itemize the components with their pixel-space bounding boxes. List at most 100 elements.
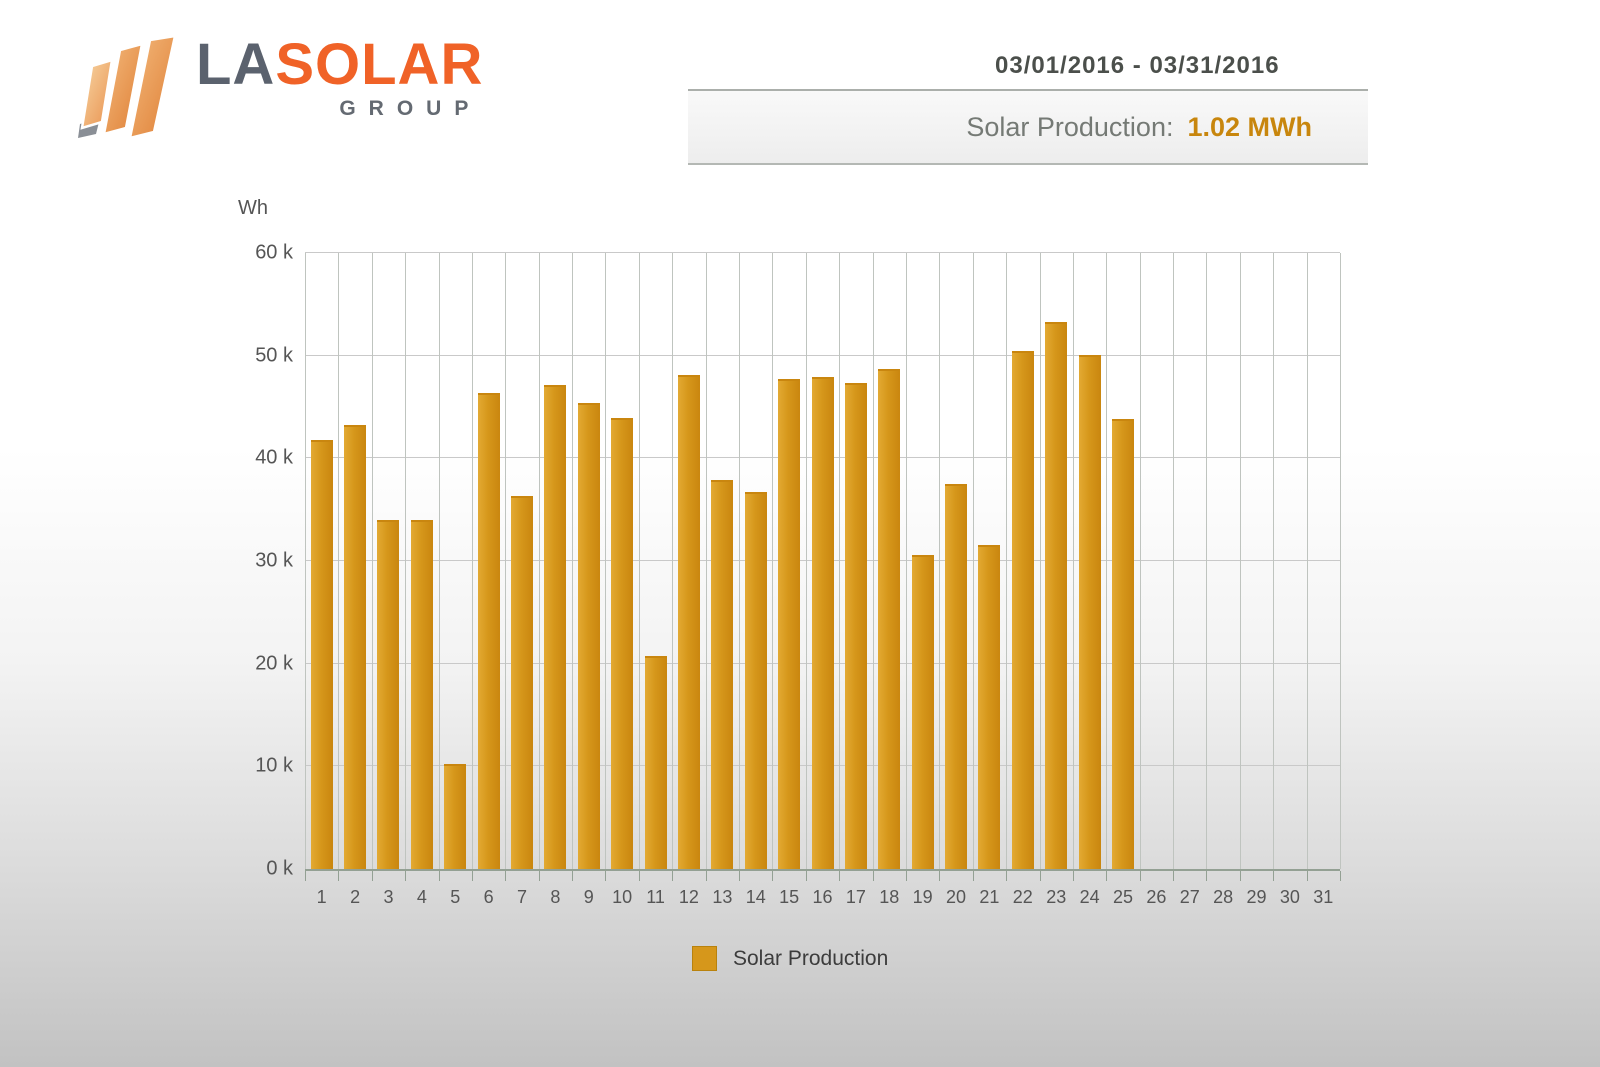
x-tick-mark xyxy=(471,871,473,881)
x-gridline xyxy=(1173,253,1175,869)
x-gridline xyxy=(1006,253,1008,869)
x-gridline xyxy=(538,253,540,869)
production-value: 1.02 MWh xyxy=(1187,111,1312,142)
logo-part-group: GROUP xyxy=(339,97,482,120)
bar-day-2[interactable] xyxy=(344,425,367,869)
x-gridline xyxy=(638,253,640,869)
bar-day-11[interactable] xyxy=(644,656,667,869)
x-gridline xyxy=(1273,253,1275,869)
x-tick-label-28: 28 xyxy=(1213,887,1234,907)
x-gridline xyxy=(572,253,574,869)
bar-day-13[interactable] xyxy=(711,479,734,869)
x-tick-mark xyxy=(438,871,440,881)
bar-day-8[interactable] xyxy=(544,385,567,869)
x-gridline xyxy=(371,253,373,869)
bar-day-15[interactable] xyxy=(778,379,801,869)
x-tick-label-12: 12 xyxy=(678,887,699,907)
x-gridline xyxy=(1139,253,1141,869)
x-gridline xyxy=(605,253,607,869)
bar-day-24[interactable] xyxy=(1078,354,1101,869)
x-tick-label-26: 26 xyxy=(1146,887,1167,907)
x-tick-mark xyxy=(1039,871,1041,881)
x-gridline xyxy=(471,253,473,869)
x-gridline xyxy=(1306,253,1308,869)
bar-day-7[interactable] xyxy=(511,496,534,869)
x-gridline xyxy=(872,253,874,869)
x-tick-label-20: 20 xyxy=(946,887,967,907)
production-label: Solar Production: xyxy=(966,111,1174,142)
x-gridline xyxy=(338,253,340,869)
x-tick-label-1: 1 xyxy=(316,887,327,907)
bar-day-23[interactable] xyxy=(1045,321,1068,869)
x-gridline xyxy=(1072,253,1074,869)
bar-day-20[interactable] xyxy=(945,484,968,869)
chart: 0 k 10 k 20 k 30 k 40 k 50 k 60 k 1 2 3 4 5 6 7 8 9 10 11… xyxy=(255,242,1341,907)
x-tick-label-24: 24 xyxy=(1079,887,1100,907)
x-tick-label-19: 19 xyxy=(912,887,933,907)
bar-day-9[interactable] xyxy=(577,402,600,869)
x-tick-label-29: 29 xyxy=(1246,887,1267,907)
bar-day-17[interactable] xyxy=(844,383,867,869)
x-gridline xyxy=(839,253,841,869)
y-axis-unit-label: Wh xyxy=(238,197,268,219)
x-tick-mark xyxy=(1072,871,1074,881)
x-tick-mark xyxy=(872,871,874,881)
bar-day-4[interactable] xyxy=(410,519,433,869)
x-tick-label-5: 5 xyxy=(450,887,461,907)
bar-day-18[interactable] xyxy=(878,369,901,869)
x-tick-label-11: 11 xyxy=(646,887,665,907)
x-tick-mark xyxy=(505,871,507,881)
bar-day-22[interactable] xyxy=(1011,350,1034,869)
bar-day-3[interactable] xyxy=(377,519,400,869)
x-tick-label-17: 17 xyxy=(845,887,866,907)
logo-wordmark: LASOLAR xyxy=(196,36,483,94)
x-tick-mark xyxy=(1106,871,1108,881)
x-tick-mark xyxy=(1306,871,1308,881)
bar-day-25[interactable] xyxy=(1111,419,1134,869)
bar-day-1[interactable] xyxy=(310,439,333,869)
y-tick-label: 30 k xyxy=(255,549,293,572)
x-tick-label-30: 30 xyxy=(1279,887,1300,907)
bar-day-14[interactable] xyxy=(744,492,767,869)
x-gridline xyxy=(1039,253,1041,869)
x-tick-mark xyxy=(405,871,407,881)
bar-day-19[interactable] xyxy=(911,554,934,869)
bar-day-12[interactable] xyxy=(677,375,700,869)
x-gridline xyxy=(1340,253,1341,869)
bar-day-6[interactable] xyxy=(477,392,500,869)
x-tick-mark xyxy=(705,871,707,881)
x-tick-label-9: 9 xyxy=(583,887,594,907)
bar-day-5[interactable] xyxy=(444,764,467,869)
x-tick-label-8: 8 xyxy=(550,887,561,907)
x-tick-mark xyxy=(905,871,907,881)
bar-day-21[interactable] xyxy=(978,544,1001,869)
y-tick-label: 10 k xyxy=(255,754,293,777)
y-tick-label: 60 k xyxy=(255,241,293,264)
x-gridline xyxy=(305,253,306,869)
x-tick-mark xyxy=(1239,871,1241,881)
x-gridline xyxy=(438,253,440,869)
x-gridline xyxy=(739,253,741,869)
y-gridline xyxy=(305,252,1340,253)
x-tick-label-27: 27 xyxy=(1179,887,1200,907)
x-gridline xyxy=(705,253,707,869)
bar-day-16[interactable] xyxy=(811,377,834,869)
legend-label: Solar Production xyxy=(733,946,889,970)
bar-day-10[interactable] xyxy=(611,418,634,869)
x-tick-label-13: 13 xyxy=(712,887,733,907)
y-tick-label: 20 k xyxy=(255,652,293,675)
x-tick-label-18: 18 xyxy=(879,887,900,907)
x-tick-mark xyxy=(1273,871,1275,881)
y-gridline xyxy=(305,354,1340,356)
date-range: 03/01/2016 - 03/31/2016 xyxy=(995,52,1280,79)
x-gridline xyxy=(505,253,507,869)
x-tick-mark xyxy=(1206,871,1208,881)
x-tick-label-25: 25 xyxy=(1112,887,1133,907)
x-gridline xyxy=(772,253,774,869)
x-tick-mark xyxy=(572,871,574,881)
logo-part-solar: SOLAR xyxy=(275,32,484,97)
company-logo: LASOLAR GROUP xyxy=(78,34,483,145)
x-tick-label-10: 10 xyxy=(612,887,633,907)
production-summary-strip: Solar Production: 1.02 MWh xyxy=(688,89,1368,165)
